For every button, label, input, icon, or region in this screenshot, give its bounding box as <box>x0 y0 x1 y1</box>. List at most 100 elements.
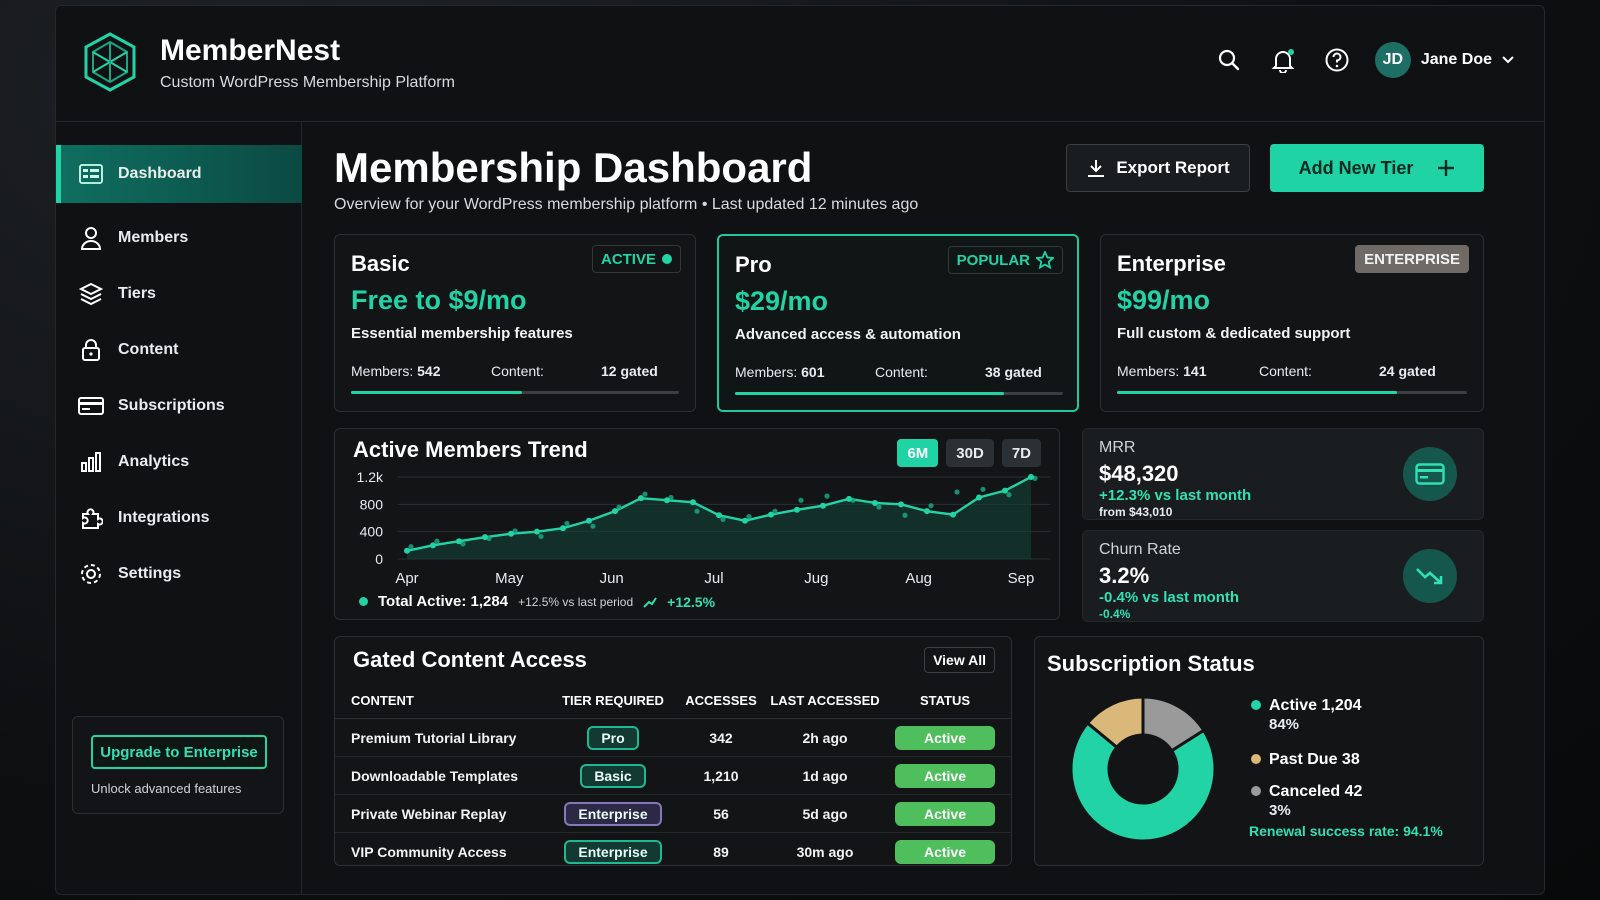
add-new-tier-button[interactable]: Add New Tier <box>1270 144 1484 192</box>
tier-card-basic[interactable]: Basic ACTIVE Free to $9/mo Essential mem… <box>334 234 696 412</box>
lock-icon <box>78 337 104 363</box>
content-label: Content: <box>491 363 544 379</box>
scatter-point <box>564 520 570 527</box>
membernest-logo-icon <box>84 32 136 92</box>
sidebar-item-content[interactable]: Content <box>56 324 302 376</box>
scatter-point <box>798 497 804 503</box>
metric-delta: +12.3% vs last month <box>1099 487 1252 504</box>
scatter-point <box>460 541 466 547</box>
top-actions: JD Jane Doe <box>1213 40 1514 80</box>
column-header: STATUS <box>919 692 971 708</box>
tab-6m[interactable]: 6M <box>897 439 939 467</box>
accesses: 89 <box>713 844 729 860</box>
metric-delta: -0.4% vs last month <box>1099 589 1240 606</box>
trend-footer: Total Active: 1,284 +12.5% vs last perio… <box>359 593 715 610</box>
sidebar-item-dashboard[interactable]: Dashboard <box>56 145 302 203</box>
trend-title: Active Members Trend <box>353 437 588 462</box>
y-tick-label: 1.2k <box>357 469 384 485</box>
view-all-button[interactable]: View All <box>924 647 995 673</box>
content-title: Private Webinar Replay <box>351 806 507 822</box>
data-point <box>690 499 696 506</box>
tier-progress-fill <box>735 392 1004 395</box>
tab-7d[interactable]: 7D <box>1001 439 1041 467</box>
tier-description: Advanced access & automation <box>735 326 961 343</box>
tier-cell: Enterprise <box>559 833 667 871</box>
tier-pill: Basic <box>580 764 646 788</box>
sidebar-item-integrations[interactable]: Integrations <box>56 492 302 544</box>
members-count: 141 <box>1183 363 1207 379</box>
status-cell: Active <box>893 719 997 757</box>
status-badge: Active <box>895 726 995 750</box>
data-point <box>846 495 852 502</box>
legend-dot-icon <box>1251 754 1261 764</box>
members-label: Members: <box>351 363 414 379</box>
y-tick-label: 400 <box>360 524 384 540</box>
content-label: Content: <box>875 364 928 380</box>
tier-price: Free to $9/mo <box>351 285 527 315</box>
scatter-point <box>668 494 674 501</box>
sidebar-item-label: Content <box>118 341 179 358</box>
search-button[interactable] <box>1213 44 1245 76</box>
table-row[interactable]: VIP Community Access Enterprise 89 30m a… <box>335 833 1011 871</box>
sidebar-item-settings[interactable]: Settings <box>56 548 302 600</box>
last-accessed: 5d ago <box>802 806 848 822</box>
scatter-point <box>746 514 752 520</box>
data-point <box>404 547 410 554</box>
sidebar-item-analytics[interactable]: Analytics <box>56 436 302 488</box>
data-point <box>1028 474 1034 480</box>
sidebar-item-subscriptions[interactable]: Subscriptions <box>56 380 302 432</box>
help-button[interactable] <box>1321 44 1353 76</box>
content-label: Content: <box>1259 363 1312 379</box>
scatter-point <box>434 538 440 544</box>
tier-progress-bar <box>735 392 1063 395</box>
tier-progress-bar <box>1117 391 1467 394</box>
export-report-button[interactable]: Export Report <box>1066 144 1250 192</box>
trend-delta: +12.5% <box>667 593 716 610</box>
data-point <box>742 517 748 524</box>
churn-rate-card: Churn Rate 3.2% -0.4% vs last month -0.4… <box>1082 530 1484 622</box>
x-tick-label: Sep <box>1008 570 1035 587</box>
table-row[interactable]: Downloadable Templates Basic 1,210 1d ag… <box>335 757 1011 795</box>
members-count: 542 <box>417 363 441 379</box>
period-note: +12.5% vs last period <box>518 594 634 609</box>
sidebar-item-tiers[interactable]: Tiers <box>56 268 302 320</box>
legend-dot-icon <box>359 597 368 606</box>
tab-30d[interactable]: 30D <box>946 439 994 467</box>
column-header: TIER REQUIRED <box>562 692 664 708</box>
tier-progress-bar <box>351 391 679 394</box>
legend-label: Active 1,204 <box>1269 697 1362 714</box>
tier-card-pro[interactable]: Pro POPULAR $29/mo Advanced access & aut… <box>717 234 1079 412</box>
legend-dot-icon <box>1251 786 1261 796</box>
data-point <box>950 511 956 518</box>
tier-card-enterprise[interactable]: Enterprise ENTERPRISE $99/mo Full custom… <box>1100 234 1484 412</box>
tier-description: Full custom & dedicated support <box>1117 325 1351 342</box>
data-point <box>820 502 826 509</box>
last-accessed: 2h ago <box>802 730 848 746</box>
status-badge: Active <box>895 764 995 788</box>
x-tick-label: Apr <box>395 570 418 587</box>
tier-progress-fill <box>351 391 522 394</box>
sidebar-item-members[interactable]: Members <box>56 212 302 264</box>
table-row[interactable]: Private Webinar Replay Enterprise 56 5d … <box>335 795 1011 833</box>
layers-icon <box>78 281 104 307</box>
column-header: LAST ACCESSED <box>770 692 880 708</box>
subscription-donut-chart <box>1069 695 1217 843</box>
table-row[interactable]: Premium Tutorial Library Pro 342 2h ago … <box>335 719 1011 757</box>
data-point <box>872 499 878 506</box>
gear-icon <box>78 561 104 587</box>
bar-chart-icon <box>78 449 104 475</box>
status-cell: Active <box>893 795 997 833</box>
notifications-button[interactable] <box>1267 44 1299 76</box>
legend-pct: 3% <box>1269 802 1291 819</box>
sidebar-item-label: Members <box>118 229 189 246</box>
user-menu[interactable]: JD Jane Doe <box>1374 42 1514 78</box>
legend-pct: 84% <box>1269 716 1300 733</box>
tier-cell: Enterprise <box>559 795 667 833</box>
data-point <box>638 495 644 502</box>
tier-name: Basic <box>351 251 410 276</box>
scatter-point <box>720 516 726 522</box>
data-point <box>612 508 618 515</box>
upgrade-button[interactable]: Upgrade to Enterprise <box>91 735 267 769</box>
user-icon <box>78 225 104 251</box>
trend-up-icon <box>643 596 657 608</box>
